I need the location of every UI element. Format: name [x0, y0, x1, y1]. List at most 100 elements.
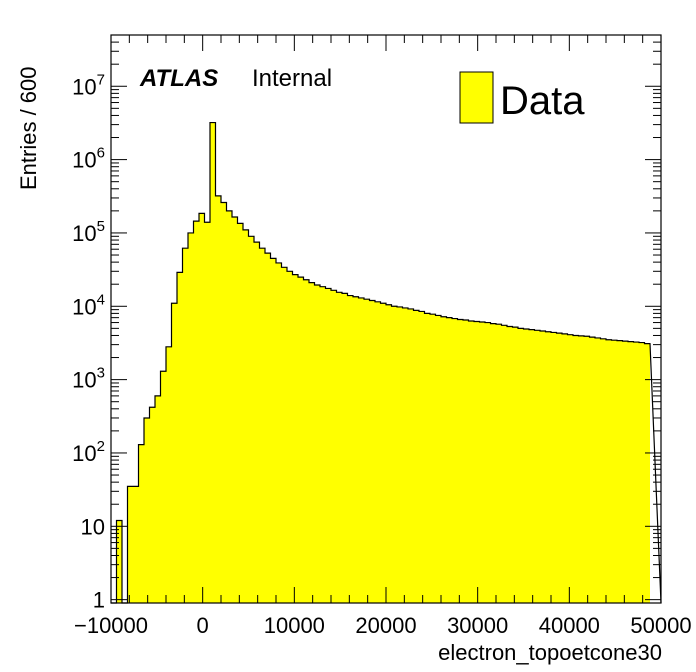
histogram-bar: [116, 520, 122, 603]
histogram-bar: [606, 339, 612, 603]
histogram-bar: [545, 331, 551, 603]
histogram-bar: [347, 295, 353, 603]
histogram-bar: [320, 286, 326, 603]
histogram-bar: [424, 313, 430, 603]
histogram-bar: [452, 318, 458, 603]
histogram-bar: [490, 323, 496, 603]
histogram-bar: [358, 297, 364, 603]
histogram-bar: [309, 282, 315, 603]
histogram-bar: [325, 288, 331, 603]
histogram-bar: [485, 322, 491, 603]
histogram-bar: [375, 301, 381, 603]
histogram-bar: [182, 248, 188, 604]
histogram-bar: [540, 331, 546, 603]
histogram-bar: [265, 253, 271, 603]
histogram-bar: [567, 334, 573, 603]
histogram-bar: [611, 340, 617, 603]
x-axis-title: electron_topoetcone30: [438, 640, 662, 665]
histogram-bar: [584, 336, 590, 603]
histogram-bar: [408, 308, 414, 603]
histogram-bar: [232, 216, 238, 604]
histogram-bar: [149, 407, 155, 603]
y-tick-label: 1: [93, 588, 105, 613]
y-tick-label: 106: [72, 145, 105, 173]
histogram-bar: [248, 236, 254, 604]
histogram-bar: [457, 319, 463, 603]
histogram-bar: [551, 332, 557, 603]
histogram-bar: [166, 346, 172, 603]
histogram-bar: [331, 290, 337, 603]
histogram-bar: [160, 371, 166, 603]
histogram-bar: [237, 223, 243, 603]
histogram-bar: [435, 315, 441, 603]
x-tick-label: 10000: [264, 613, 325, 638]
histogram-bar: [419, 311, 425, 603]
legend-label: Data: [500, 79, 585, 123]
histogram-bar: [287, 271, 293, 603]
y-tick-label: 105: [72, 218, 105, 246]
histogram-bar: [507, 326, 513, 603]
histogram-bar: [303, 279, 309, 603]
histogram-bar: [523, 329, 529, 603]
histogram-bar: [221, 202, 227, 603]
histogram-bar: [243, 229, 249, 603]
histogram-bar: [413, 310, 419, 603]
histogram-bar: [171, 303, 177, 603]
histogram-bar: [622, 341, 628, 603]
histogram-bar: [534, 330, 540, 603]
histogram-bar: [639, 342, 645, 603]
histogram-bar: [353, 296, 359, 603]
histogram-bar: [380, 303, 386, 603]
histogram-bar: [226, 210, 232, 603]
histogram-bar: [193, 221, 199, 604]
x-tick-label: 30000: [447, 613, 508, 638]
histogram-bar: [595, 337, 601, 603]
histogram-bar: [188, 232, 194, 603]
histogram-bar: [204, 222, 210, 604]
axes: [110, 34, 662, 604]
y-tick-label: 107: [72, 71, 105, 99]
y-tick-label: 10: [81, 514, 105, 539]
histogram-bar: [127, 486, 133, 603]
histogram-outline: [111, 121, 662, 604]
histogram-bar: [617, 340, 623, 603]
atlas-label: ATLAS: [139, 65, 218, 92]
histogram-bar: [391, 306, 397, 603]
histogram-bar: [138, 444, 144, 603]
y-axis-title: Entries / 600: [16, 66, 41, 190]
histogram-bar: [628, 341, 634, 603]
histogram-bar: [276, 262, 282, 603]
histogram-bar: [496, 324, 502, 603]
histogram-bar: [512, 327, 518, 603]
histogram-bar: [298, 277, 304, 603]
histogram-bar: [430, 314, 436, 603]
histogram-bar: [501, 325, 507, 603]
histogram-bar: [556, 333, 562, 603]
histogram-bar: [215, 195, 221, 603]
histogram-bar: [199, 213, 205, 603]
histogram-bar: [259, 248, 265, 604]
legend-swatch: [459, 71, 494, 124]
x-tick-label: 0: [197, 613, 209, 638]
histogram-bar: [446, 317, 452, 603]
histogram-bar: [600, 338, 606, 603]
histogram-bar: [144, 417, 150, 603]
y-tick-label: 103: [72, 365, 105, 393]
histogram-bar: [529, 329, 535, 603]
x-tick-label: 40000: [539, 613, 600, 638]
histogram-bar: [633, 342, 639, 603]
x-tick-label: 50000: [630, 613, 691, 638]
tick-labels: −10000 0 10000 20000 30000 40000 50000 1 10 102 10…: [72, 71, 691, 638]
histogram-bar: [281, 267, 287, 603]
histogram-bar: [342, 293, 348, 603]
histogram-bar: [589, 337, 595, 603]
histogram-bar: [397, 306, 403, 603]
histogram-bar: [578, 335, 584, 603]
histogram-bar: [133, 486, 139, 603]
histogram-bar: [177, 272, 183, 603]
x-tick-label: 20000: [355, 613, 416, 638]
histogram-bar: [402, 307, 408, 603]
histogram-bar: [364, 299, 370, 603]
histogram-bar: [518, 328, 524, 603]
histogram-bars: [111, 121, 662, 604]
